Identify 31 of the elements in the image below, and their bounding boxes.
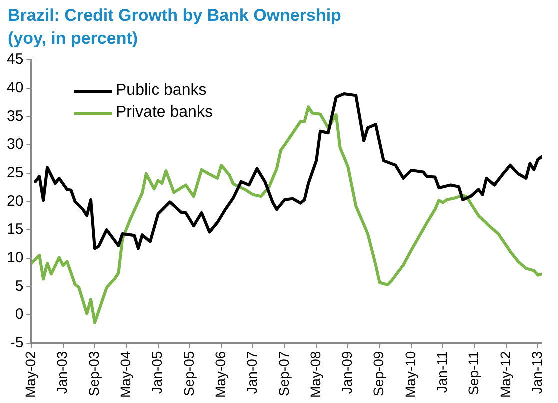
y-tick-label: 45 bbox=[6, 51, 24, 68]
x-tick-label: Jan-13 bbox=[528, 351, 545, 394]
x-tick-label: Sep-09 bbox=[370, 351, 387, 396]
x-tick-label: May-12 bbox=[497, 351, 514, 398]
x-tick-label: Jan-07 bbox=[244, 351, 260, 394]
x-tick-label: Jan-05 bbox=[149, 351, 166, 394]
x-tick-label: Sep-03 bbox=[86, 351, 102, 396]
y-tick-label: 25 bbox=[6, 164, 24, 182]
legend-label: Private banks bbox=[116, 103, 213, 123]
y-tick-label: 40 bbox=[6, 79, 24, 96]
x-tick-label: Jan-09 bbox=[339, 351, 356, 394]
x-tick-label: Jan-03 bbox=[54, 351, 70, 394]
x-tick-label: Sep-11 bbox=[466, 351, 482, 396]
x-tick-label: May-04 bbox=[118, 351, 134, 398]
y-tick-label: 35 bbox=[6, 108, 24, 125]
x-tick-label: May-02 bbox=[22, 351, 39, 398]
y-tick-label: 15 bbox=[6, 221, 24, 238]
y-tick-label: 30 bbox=[6, 136, 24, 154]
y-tick-label: -5 bbox=[10, 334, 24, 352]
legend-label: Public banks bbox=[116, 81, 207, 101]
x-tick-label: Sep-07 bbox=[276, 351, 292, 396]
x-tick-label: May-06 bbox=[212, 351, 228, 398]
x-tick-label: Sep-05 bbox=[180, 351, 197, 396]
y-tick-label: 10 bbox=[6, 249, 24, 266]
y-tick-label: 5 bbox=[15, 278, 24, 295]
x-tick-label: May-10 bbox=[402, 351, 418, 398]
x-tick-label: May-08 bbox=[307, 351, 324, 398]
chart-title: Brazil: Credit Growth by Bank Ownership (yoy, in percent) bbox=[8, 5, 342, 50]
y-tick-label: 20 bbox=[6, 192, 24, 210]
y-tick-label: 0 bbox=[15, 306, 24, 324]
x-tick-label: Jan-11 bbox=[434, 351, 450, 394]
